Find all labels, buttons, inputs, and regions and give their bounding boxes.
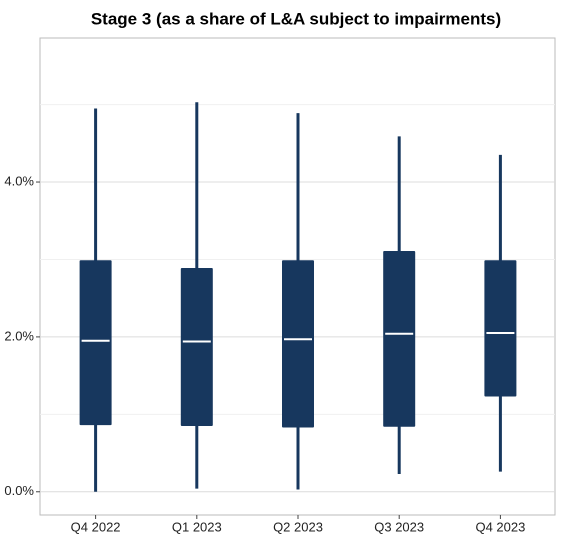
box [383,250,416,427]
y-tick-label: 4.0% [4,173,34,188]
x-tick-label: Q4 2022 [71,519,121,534]
chart-title: Stage 3 (as a share of L&A subject to im… [91,9,501,28]
box [79,260,112,426]
box [484,260,517,397]
box [282,260,314,428]
y-tick-label: 2.0% [4,328,34,343]
box [180,267,213,426]
x-tick-label: Q1 2023 [172,519,222,534]
x-tick-label: Q2 2023 [273,519,323,534]
x-tick-label: Q4 2023 [475,519,525,534]
y-tick-label: 0.0% [4,483,34,498]
x-tick-label: Q3 2023 [374,519,424,534]
